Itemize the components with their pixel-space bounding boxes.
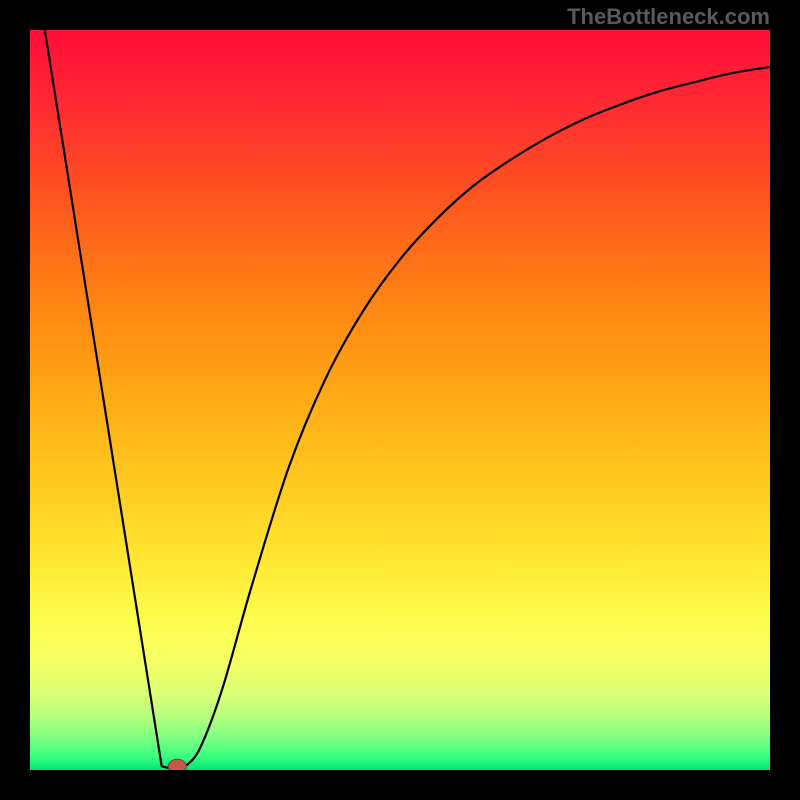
gradient-background bbox=[30, 30, 770, 770]
plot-svg bbox=[30, 30, 770, 770]
optimum-marker bbox=[168, 759, 186, 770]
plot-area bbox=[30, 30, 770, 770]
watermark-text: TheBottleneck.com bbox=[567, 4, 770, 30]
bottleneck-chart: TheBottleneck.com bbox=[0, 0, 800, 800]
